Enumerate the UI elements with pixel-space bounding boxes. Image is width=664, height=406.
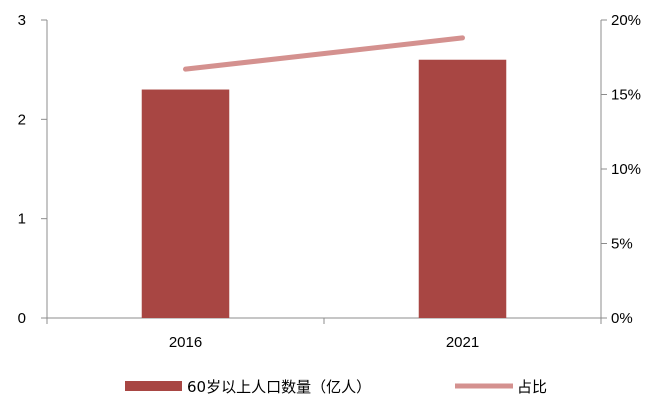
axes — [41, 19, 607, 324]
x-tick-label: 2021 — [446, 334, 479, 351]
right-tick-label: 0% — [611, 310, 633, 327]
left-tick-label: 1 — [18, 211, 26, 228]
bars — [141, 59, 507, 319]
left-tick-label: 2 — [18, 111, 26, 128]
right-tick-label: 20% — [611, 12, 641, 29]
ratio-line-group — [183, 35, 465, 72]
right-tick-label: 15% — [611, 87, 641, 104]
bar-2016 — [141, 89, 230, 319]
bar-2021 — [418, 59, 507, 318]
tick-labels: 0 1 2 3 0% 5% 10% 15% 20% 2016 2021 — [18, 12, 641, 351]
x-tick-label: 2016 — [169, 334, 202, 351]
legend: 60岁以上人口数量（亿人） 占比 — [125, 378, 547, 396]
legend-swatch-bar — [125, 381, 182, 391]
ratio-line — [183, 35, 465, 72]
left-tick-label: 3 — [18, 12, 26, 29]
right-tick-label: 10% — [611, 161, 641, 178]
legend-label-line: 占比 — [517, 378, 547, 396]
left-tick-label: 0 — [18, 310, 26, 327]
right-tick-label: 5% — [611, 236, 633, 253]
legend-label-bar: 60岁以上人口数量（亿人） — [187, 378, 371, 396]
